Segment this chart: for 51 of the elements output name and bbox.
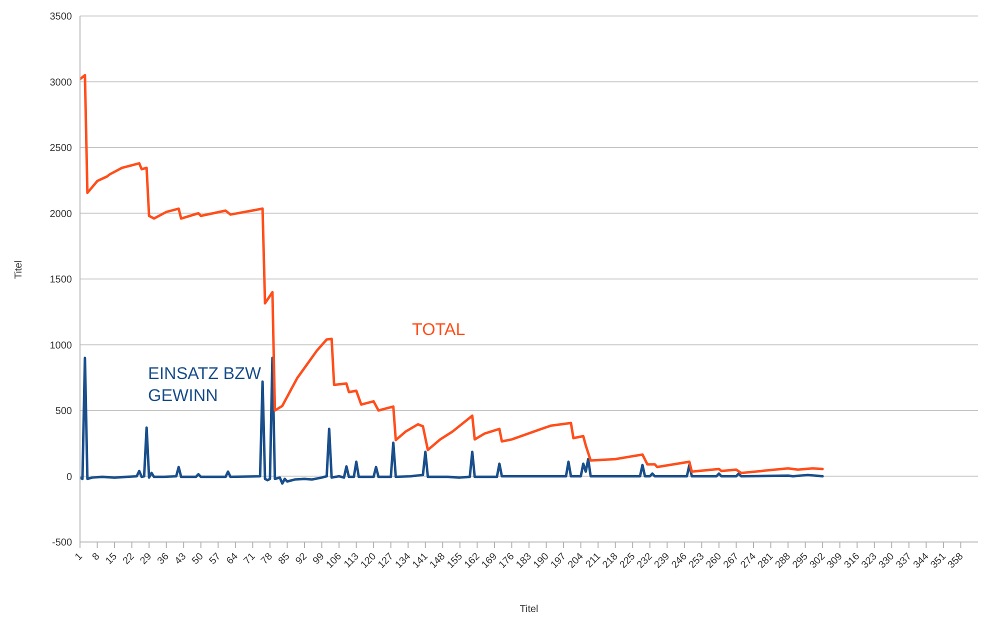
- x-tick-label: 260: [704, 550, 724, 571]
- y-tick-label: 2000: [50, 208, 72, 220]
- x-tick-label: 1: [73, 550, 86, 563]
- x-axis-title: Titel: [520, 604, 538, 615]
- series-label: EINSATZ BZW GEWINN: [148, 363, 262, 407]
- y-tick-label: 3000: [50, 77, 72, 88]
- y-axis-title: Titel: [14, 260, 25, 279]
- x-tick-label: 176: [497, 550, 517, 571]
- x-tick-label: 15: [104, 550, 120, 567]
- x-tick-label: 92: [294, 550, 310, 567]
- x-tick-label: 267: [722, 550, 742, 571]
- x-tick-label: 337: [894, 550, 914, 571]
- x-tick-label: 8: [90, 550, 103, 563]
- x-tick-label: 169: [480, 550, 500, 571]
- line-series: [80, 356, 824, 485]
- x-tick-label: 358: [946, 550, 966, 571]
- x-tick-label: 71: [242, 550, 258, 567]
- y-tick-label: 1500: [50, 274, 72, 286]
- x-tick-label: 253: [687, 550, 707, 571]
- x-tick-label: 211: [584, 550, 604, 570]
- x-tick-label: 36: [156, 550, 172, 567]
- x-tick-label: 43: [172, 550, 189, 567]
- x-tick-label: 57: [207, 550, 224, 567]
- x-tick-label: 204: [566, 550, 586, 571]
- y-tick-label: 0: [66, 472, 72, 483]
- y-tick-label: 1000: [50, 340, 72, 352]
- x-tick-label: 274: [738, 550, 759, 571]
- x-tick-label: 85: [276, 550, 292, 567]
- x-tick-label: 344: [912, 550, 932, 571]
- x-tick-label: 141: [410, 550, 431, 571]
- x-tick-label: 246: [670, 550, 690, 571]
- x-tick-label: 183: [514, 550, 534, 571]
- y-tick-label: 3500: [50, 12, 72, 23]
- x-tick-label: 323: [860, 550, 880, 571]
- x-tick-label: 330: [877, 550, 897, 571]
- x-tick-label: 148: [428, 550, 448, 571]
- x-tick-label: 162: [462, 550, 482, 571]
- x-tick-label: 50: [190, 550, 206, 567]
- x-tick-label: 351: [928, 550, 949, 571]
- x-tick-label: 22: [121, 550, 138, 567]
- text: TOTAL: [412, 319, 466, 341]
- y-tick-label: -500: [52, 538, 72, 549]
- x-tick-label: 155: [445, 550, 466, 571]
- y-tick-label: 500: [55, 406, 72, 418]
- x-tick-label: 232: [635, 550, 656, 571]
- y-tick-label: 2500: [50, 143, 72, 154]
- x-tick-label: 239: [652, 550, 672, 571]
- x-tick-label: 29: [138, 550, 154, 567]
- x-tick-label: 64: [224, 550, 241, 567]
- x-tick-label: 78: [259, 550, 276, 567]
- line-series: [80, 74, 824, 474]
